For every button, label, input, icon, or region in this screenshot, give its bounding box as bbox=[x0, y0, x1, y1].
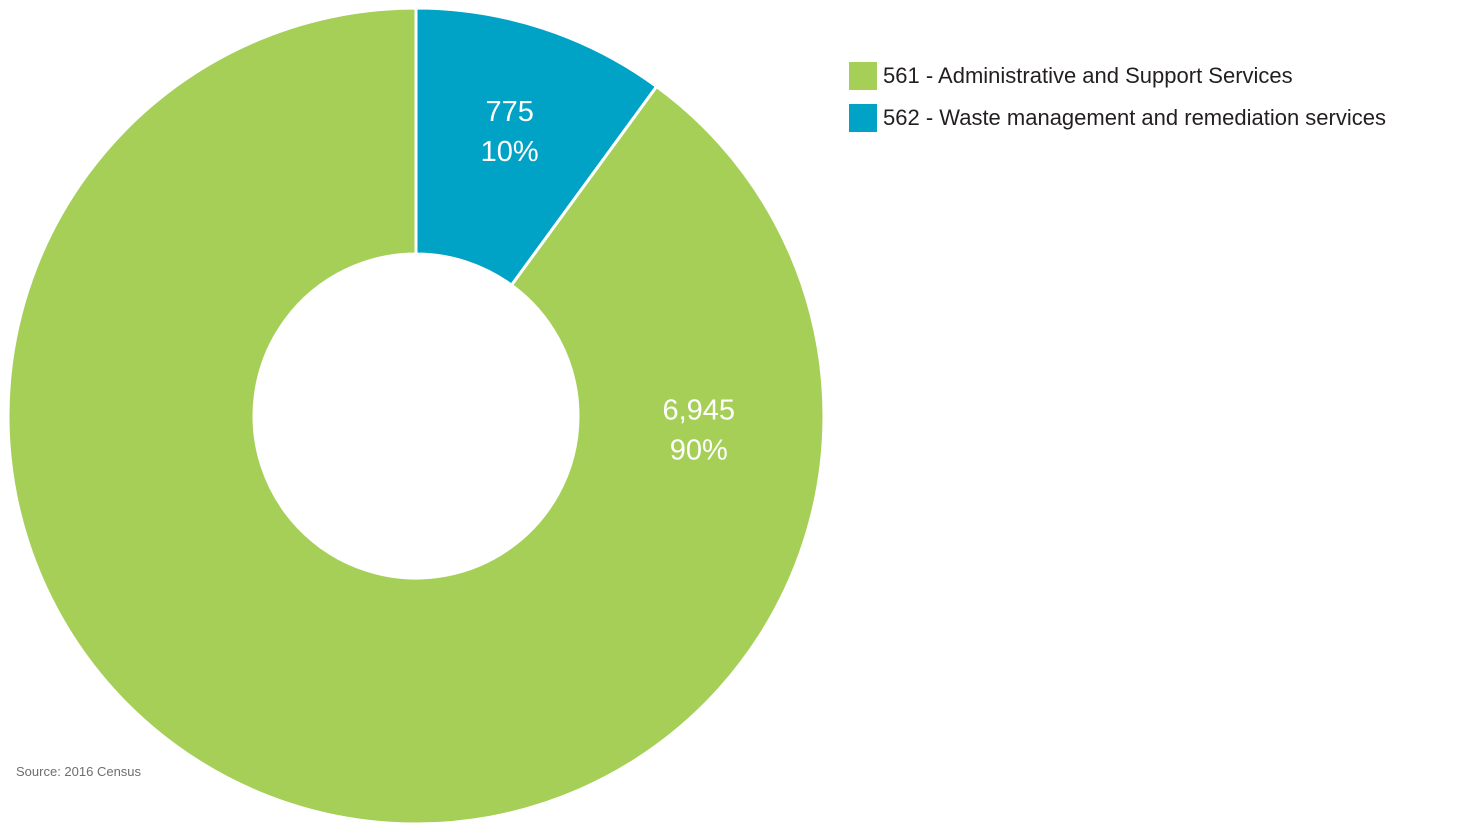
legend-swatch-561 bbox=[849, 62, 877, 90]
slice-value-label-2: 6,945 bbox=[662, 394, 735, 426]
donut-labels: 775 10% 6,945 90% bbox=[481, 96, 735, 466]
donut-slice-1 bbox=[414, 6, 659, 288]
legend: 561 - Administrative and Support Service… bbox=[849, 55, 1386, 139]
donut-slices bbox=[6, 6, 826, 823]
source-note: Source: 2016 Census bbox=[16, 764, 142, 779]
slice-percent-label-1: 10% bbox=[481, 136, 539, 168]
legend-swatch-562 bbox=[849, 104, 877, 132]
legend-item-561: 561 - Administrative and Support Service… bbox=[849, 55, 1386, 97]
slice-percent-label-2: 90% bbox=[670, 434, 728, 466]
legend-item-562: 562 - Waste management and remediation s… bbox=[849, 97, 1386, 139]
legend-label-562: 562 - Waste management and remediation s… bbox=[883, 105, 1386, 130]
donut-slice-2 bbox=[6, 6, 826, 823]
legend-label-561: 561 - Administrative and Support Service… bbox=[883, 63, 1293, 88]
slice-value-label-1: 775 bbox=[485, 96, 533, 128]
